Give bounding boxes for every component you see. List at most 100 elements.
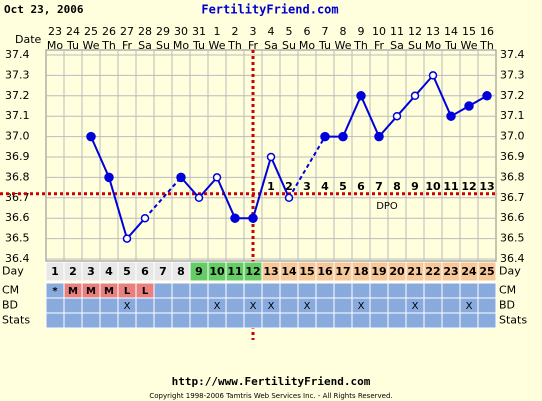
dpo-number: 1	[267, 180, 275, 193]
temperature-point	[428, 71, 438, 80]
cycle-day: 13	[263, 265, 278, 278]
row-cell	[333, 297, 353, 314]
temperature-point	[230, 213, 240, 223]
y-tick-label-right: 37.0	[500, 130, 525, 143]
temperature-point	[194, 193, 204, 203]
cycle-day: 10	[209, 265, 225, 278]
row-cell	[477, 312, 497, 329]
temperature-point	[410, 91, 420, 101]
y-tick-label: 36.7	[5, 191, 30, 204]
row-cell	[477, 282, 497, 299]
row-cell	[135, 297, 155, 314]
date-label: 24	[66, 25, 80, 38]
row-label-right: CM	[499, 284, 516, 297]
temperature-point	[320, 131, 330, 142]
row-cell	[369, 297, 389, 314]
dpo-number: 11	[443, 180, 458, 193]
y-tick-label: 37.0	[5, 130, 30, 143]
weekday-label: Th	[227, 39, 242, 52]
row-cell	[315, 312, 335, 329]
cm-value: *	[52, 286, 58, 297]
row-label: BD	[2, 299, 18, 312]
row-cell	[171, 312, 191, 329]
cycle-day: 5	[123, 265, 131, 278]
date-label: 3	[250, 25, 257, 38]
row-cell	[243, 282, 263, 299]
y-tick-label-right: 37.4	[500, 48, 525, 61]
cycle-day: 4	[105, 265, 113, 278]
temperature-point	[374, 131, 384, 142]
row-cell	[45, 312, 65, 329]
y-tick-label: 37.3	[5, 68, 30, 81]
temperature-point	[392, 111, 402, 121]
row-cell	[387, 297, 407, 314]
date-label: 1	[214, 25, 221, 38]
row-cell	[261, 282, 281, 299]
row-label-right: Stats	[499, 314, 527, 327]
temperature-point	[482, 91, 492, 101]
temperature-point	[338, 131, 348, 142]
y-tick-label-right: 36.7	[500, 191, 525, 204]
date-label: 4	[268, 25, 275, 38]
row-cell	[225, 297, 245, 314]
weekday-label: Fr	[122, 39, 133, 52]
row-cell	[279, 312, 299, 329]
cycle-day: 1	[51, 265, 59, 278]
y-tick-label: 36.8	[5, 170, 30, 183]
cycle-day: 18	[353, 265, 368, 278]
date-label: 7	[322, 25, 329, 38]
cycle-day: 22	[425, 265, 440, 278]
y-tick-label: 37.2	[5, 89, 30, 102]
row-cell	[153, 297, 173, 314]
weekday-label: Mo	[425, 39, 441, 52]
row-cell	[315, 282, 335, 299]
y-tick-label: 37.4	[5, 48, 30, 61]
weekday-label: We	[335, 39, 352, 52]
y-tick-label-right: 37.1	[500, 109, 525, 122]
temperature-point	[266, 152, 276, 162]
cycle-day: 7	[159, 265, 167, 278]
weekday-label: Th	[479, 39, 494, 52]
y-tick-label: 36.9	[5, 150, 30, 163]
dpo-number: 3	[303, 180, 311, 193]
y-tick-label: 36.4	[5, 252, 30, 265]
row-cell	[387, 282, 407, 299]
weekday-label: Th	[353, 39, 368, 52]
cycle-day: 25	[479, 265, 494, 278]
date-label: 8	[340, 25, 347, 38]
date-label: 30	[174, 25, 188, 38]
cm-value: L	[124, 286, 131, 297]
cycle-day: 8	[177, 265, 185, 278]
bd-value: X	[412, 301, 419, 312]
temperature-point	[86, 131, 96, 142]
bd-value: X	[304, 301, 311, 312]
row-cell	[189, 312, 209, 329]
dpo-number: 12	[461, 180, 476, 193]
date-label: 26	[102, 25, 116, 38]
row-cell	[225, 282, 245, 299]
weekday-label: Fr	[248, 39, 259, 52]
temperature-point	[104, 172, 114, 183]
date-label: 16	[480, 25, 494, 38]
dpo-number: 10	[425, 180, 441, 193]
row-cell	[153, 312, 173, 329]
row-cell	[99, 297, 119, 314]
y-tick-label-right: 36.6	[500, 211, 525, 224]
chart-date: Oct 23, 2006	[4, 3, 84, 16]
row-cell	[81, 297, 101, 314]
temperature-point	[176, 172, 186, 183]
date-label: 25	[84, 25, 98, 38]
weekday-label: We	[461, 39, 478, 52]
cycle-day: 21	[407, 265, 422, 278]
row-cell	[441, 282, 461, 299]
row-cell	[261, 312, 281, 329]
date-label: 15	[462, 25, 476, 38]
dpo-number: 13	[479, 180, 494, 193]
temperature-point	[212, 173, 222, 182]
row-cell	[279, 297, 299, 314]
row-cell	[171, 297, 191, 314]
row-cell	[171, 282, 191, 299]
weekday-label: Su	[408, 39, 422, 52]
weekday-label: Tu	[192, 39, 205, 52]
